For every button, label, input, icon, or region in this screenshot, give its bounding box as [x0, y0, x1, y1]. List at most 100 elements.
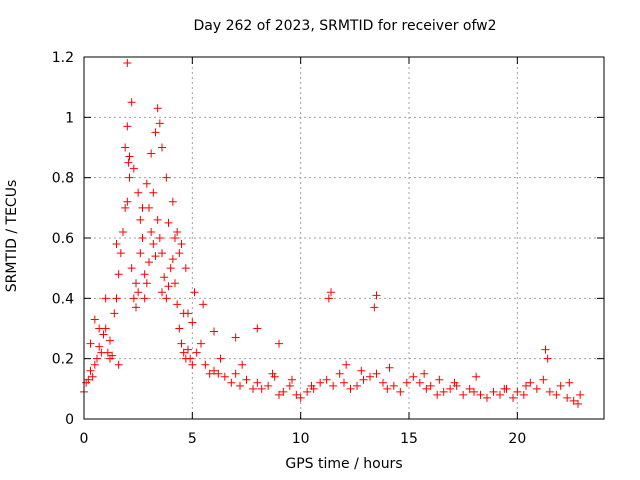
data-point — [179, 309, 188, 318]
data-point — [433, 390, 442, 399]
data-point — [158, 143, 166, 152]
data-point — [366, 372, 374, 381]
data-point — [162, 173, 171, 182]
data-point — [136, 215, 145, 224]
data-point — [140, 294, 149, 303]
data-point — [389, 381, 398, 390]
data-point — [574, 399, 582, 408]
data-point — [539, 375, 548, 384]
y-tick-label: 1.2 — [52, 50, 74, 66]
data-point — [489, 387, 498, 396]
data-point — [142, 279, 151, 288]
data-point — [422, 384, 431, 393]
data-point — [257, 384, 266, 393]
data-point — [188, 318, 197, 327]
data-point — [379, 378, 387, 387]
data-point — [116, 249, 125, 258]
data-point — [435, 375, 444, 384]
data-point — [132, 303, 140, 312]
data-point — [123, 197, 132, 206]
data-point — [307, 381, 316, 390]
data-point — [84, 375, 93, 384]
data-point — [134, 288, 143, 297]
x-tick-label: 15 — [400, 431, 418, 447]
data-point — [110, 309, 119, 318]
data-point — [127, 264, 136, 273]
data-point — [123, 59, 132, 68]
data-point — [142, 179, 151, 188]
data-point — [324, 294, 333, 303]
y-tick-label: 0.2 — [52, 352, 74, 368]
data-point — [171, 279, 179, 288]
data-point — [190, 288, 199, 297]
data-point — [145, 258, 153, 267]
data-point — [242, 375, 251, 384]
data-point — [322, 375, 331, 384]
data-point — [522, 381, 530, 390]
data-point — [509, 393, 517, 402]
data-point — [372, 369, 381, 378]
data-point — [181, 264, 190, 273]
data-point — [88, 372, 97, 381]
data-point — [164, 218, 173, 227]
data-point — [426, 381, 435, 390]
data-points — [80, 59, 585, 408]
data-point — [470, 387, 478, 396]
data-point — [188, 360, 197, 369]
y-tick-label: 0.6 — [52, 231, 74, 247]
data-point — [160, 273, 169, 282]
data-point — [147, 227, 156, 236]
data-point — [385, 363, 394, 372]
data-point — [214, 369, 223, 378]
data-point — [275, 339, 283, 348]
data-point — [227, 378, 236, 387]
data-point — [264, 381, 273, 390]
data-point — [121, 203, 130, 212]
data-point — [199, 300, 208, 309]
data-point — [168, 197, 177, 206]
data-point — [576, 390, 585, 399]
data-point — [216, 354, 225, 363]
data-point — [123, 122, 132, 131]
data-point — [155, 119, 164, 128]
data-point — [439, 387, 448, 396]
data-point — [90, 360, 99, 369]
data-point — [197, 339, 205, 348]
data-point — [545, 387, 554, 396]
data-point — [556, 381, 565, 390]
data-point — [231, 369, 240, 378]
x-axis-label: GPS time / hours — [285, 456, 403, 472]
data-point — [409, 372, 418, 381]
data-point — [153, 104, 162, 113]
data-point — [415, 378, 424, 387]
data-point — [238, 360, 247, 369]
data-point — [158, 288, 166, 297]
y-tick-label: 0.8 — [52, 171, 74, 187]
data-point — [327, 288, 335, 297]
data-point — [532, 384, 541, 393]
data-point — [249, 384, 257, 393]
data-point — [220, 372, 229, 381]
data-point — [125, 173, 134, 182]
data-point — [179, 348, 188, 357]
data-point — [541, 345, 550, 354]
data-point — [95, 324, 104, 333]
data-point — [340, 378, 348, 387]
data-point — [124, 158, 133, 167]
data-point — [563, 393, 572, 402]
data-point — [147, 149, 156, 158]
data-point — [136, 249, 145, 258]
data-point — [175, 324, 184, 333]
data-point — [86, 366, 95, 375]
tick-labels: 0 0.2 0.4 0.6 0.8 1 1.2 0 5 10 15 20 — [52, 50, 527, 447]
data-point — [500, 384, 509, 393]
data-point — [552, 390, 561, 399]
data-point — [420, 369, 429, 378]
data-point — [543, 354, 552, 363]
data-point — [316, 378, 325, 387]
data-point — [145, 203, 153, 212]
data-point — [210, 327, 218, 336]
data-point — [173, 300, 182, 309]
data-point — [279, 387, 288, 396]
